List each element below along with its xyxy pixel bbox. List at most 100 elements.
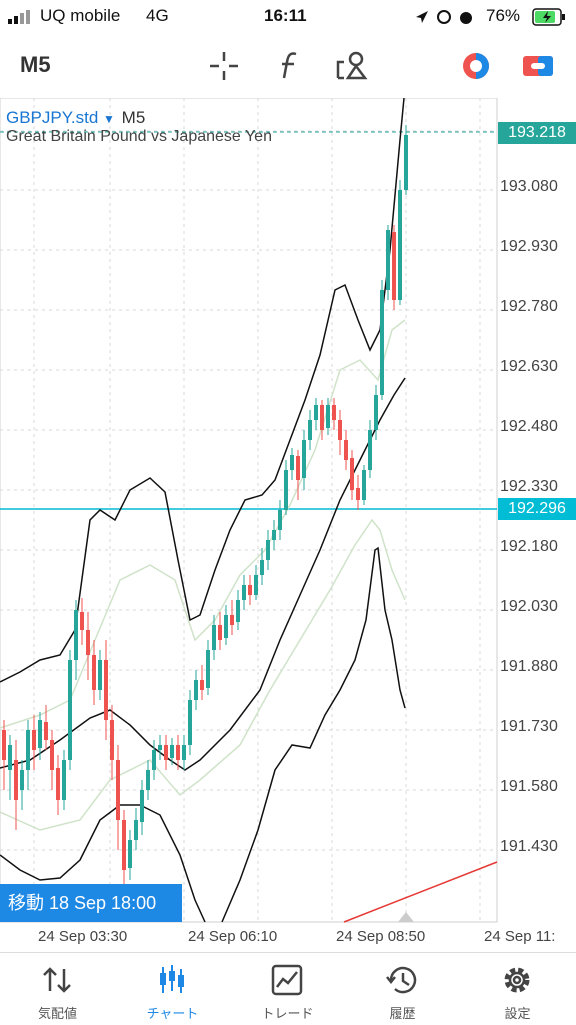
candle-body [164, 745, 168, 760]
trend-line [343, 861, 498, 923]
function-icon[interactable] [272, 48, 308, 84]
candle-body [218, 625, 222, 640]
tab-chart[interactable]: チャート [115, 953, 230, 1025]
color-scheme-icon[interactable] [458, 48, 494, 84]
candle-body [392, 232, 396, 300]
price-axis-label: 191.880 [500, 658, 558, 675]
inner-upper-line [0, 319, 406, 729]
candle-body [20, 770, 24, 790]
candle-body [14, 760, 18, 800]
symbol-timeframe: M5 [121, 108, 146, 127]
price-axis-label: 192.030 [500, 598, 558, 615]
candle-body [296, 456, 300, 480]
network-type: 4G [146, 6, 169, 25]
candle-body [188, 700, 192, 745]
candle-body [398, 190, 402, 300]
candle-body [152, 750, 156, 770]
signal-icon [8, 10, 30, 24]
candle-body [332, 405, 336, 420]
candle-body [62, 760, 66, 800]
candle-body [104, 660, 108, 720]
location-icon [416, 11, 428, 23]
candle-body [74, 610, 78, 660]
candle-body [56, 768, 60, 800]
price-chart[interactable] [0, 98, 576, 930]
price-axis-label: 191.580 [500, 778, 558, 795]
candle-body [170, 745, 174, 758]
tab-label: トレード [261, 1006, 314, 1021]
candle-body [224, 615, 228, 638]
ask-marker [398, 912, 414, 922]
bid-price-tag: 193.218 [498, 122, 576, 144]
tab-quotes[interactable]: 気配値 [0, 953, 115, 1025]
quotes-icon [43, 967, 71, 993]
tab-trade[interactable]: トレード [230, 953, 345, 1025]
candle-body [212, 625, 216, 650]
candle-body [386, 230, 390, 290]
candle-body [146, 770, 150, 790]
price-axis-label: 191.430 [500, 838, 558, 855]
tab-label: 履歴 [389, 1006, 416, 1021]
candle-body [176, 745, 180, 760]
settings-icon [504, 967, 530, 993]
candle-body [260, 560, 264, 575]
candle-body [254, 575, 258, 595]
candle-body [206, 650, 210, 688]
symbol-description: Great Britain Pound vs Japanese Yen [6, 128, 272, 145]
candle-body [158, 745, 162, 750]
candle-body [194, 680, 198, 700]
crosshair-icon[interactable] [206, 48, 242, 84]
tab-label: チャート [146, 1006, 199, 1021]
candle-body [80, 612, 84, 630]
candle-body [278, 510, 282, 530]
chart-icon [160, 965, 184, 993]
candle-body [32, 730, 36, 750]
candle-body [302, 440, 306, 478]
tab-label: 設定 [504, 1006, 531, 1021]
candle-body [290, 455, 294, 470]
trade-chart-icon [271, 964, 303, 996]
price-axis-label: 192.630 [500, 358, 558, 375]
price-axis-label: 193.080 [500, 178, 558, 195]
candle-body [248, 585, 252, 595]
symbol-dropdown-icon[interactable]: ▼ [103, 112, 115, 126]
status-icons [416, 10, 472, 24]
candle-body [338, 420, 342, 440]
carrier-name: UQ mobile [40, 6, 121, 25]
objects-icon[interactable] [334, 48, 370, 84]
candle-body [92, 655, 96, 690]
candle-body [44, 722, 48, 740]
history-icon [386, 966, 417, 994]
candle-body [266, 540, 270, 560]
candle-body [98, 660, 102, 690]
middle-band-line [0, 377, 406, 771]
candle-body [134, 820, 138, 840]
time-label: 24 Sep 03:30 [38, 928, 128, 945]
candle-body [26, 730, 30, 770]
tab-history[interactable]: 履歴 [345, 953, 460, 1025]
lower-band-line [0, 546, 406, 923]
time-label: 24 Sep 11: [484, 928, 556, 945]
trade-icon[interactable] [520, 48, 556, 84]
battery-icon [532, 8, 565, 26]
timeframe-button[interactable]: M5 [20, 52, 51, 77]
symbol-header[interactable]: GBPJPY.std ▼ M5 [6, 108, 145, 128]
line-price-tag[interactable]: 192.296 [498, 498, 576, 520]
candle-body [50, 740, 54, 770]
candle-body [314, 405, 318, 420]
candle-body [2, 730, 6, 760]
candle-body [140, 790, 144, 822]
price-axis-label: 192.930 [500, 238, 558, 255]
candle-body [38, 720, 42, 748]
candle-body [272, 530, 276, 540]
tab-settings[interactable]: 設定 [460, 953, 575, 1025]
move-to-date-button[interactable]: 移動 18 Sep 18:00 [0, 884, 182, 922]
symbol-name[interactable]: GBPJPY.std [6, 108, 99, 127]
candle-body [344, 440, 348, 460]
candle-body [242, 585, 246, 600]
candle-body [380, 290, 384, 395]
candle-body [362, 470, 366, 500]
clock: 16:11 [264, 6, 307, 25]
lock-rotation-icon [437, 10, 451, 24]
status-bar: UQ mobile 4G 16:11 76% [0, 0, 576, 34]
